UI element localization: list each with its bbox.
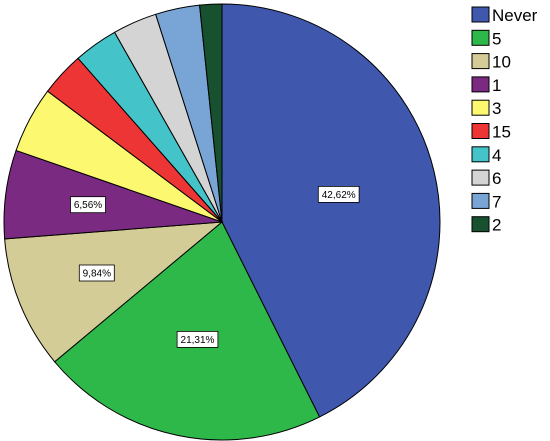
legend-item-10: 10 — [471, 53, 511, 72]
legend-item-6: 6 — [471, 169, 501, 188]
legend-label-never: Never — [492, 6, 538, 25]
legend: Never 5 10 1 3 15 4 6 7 2 — [471, 6, 538, 235]
pie-slice-2 — [199, 3, 223, 223]
data-label-text-5: 21,31% — [181, 335, 215, 346]
data-label-box-never — [317, 185, 360, 203]
legend-swatch-never — [471, 6, 490, 23]
legend-swatch-7 — [471, 192, 490, 209]
legend-item-never: Never — [471, 6, 538, 25]
data-label-never: 42,62% — [317, 185, 360, 203]
pie-slice-never — [221, 3, 441, 418]
legend-swatch-4 — [471, 146, 490, 163]
legend-swatch-5 — [471, 29, 490, 46]
legend-item-15: 15 — [471, 123, 511, 142]
legend-label-6: 6 — [492, 169, 501, 188]
legend-label-2: 2 — [492, 216, 501, 235]
legend-item-3: 3 — [471, 99, 501, 118]
slice-data-labels: 42,62% 21,31% 9,84% 6,56% — [70, 185, 360, 348]
pie-slices — [3, 3, 441, 441]
legend-item-2: 2 — [471, 216, 501, 235]
legend-item-7: 7 — [471, 192, 501, 211]
legend-swatch-6 — [471, 169, 490, 186]
data-label-text-10: 9,84% — [83, 269, 111, 280]
legend-item-1: 1 — [471, 76, 501, 95]
data-label-box-10 — [78, 264, 115, 282]
data-label-box-1 — [70, 196, 106, 214]
legend-label-3: 3 — [492, 99, 501, 118]
legend-label-15: 15 — [492, 123, 511, 142]
data-label-text-1: 6,56% — [74, 200, 102, 211]
legend-item-5: 5 — [471, 29, 501, 48]
legend-label-10: 10 — [492, 53, 511, 72]
pie-slice-5 — [53, 221, 321, 441]
legend-swatch-3 — [471, 99, 490, 116]
legend-label-4: 4 — [492, 146, 501, 165]
data-label-box-5 — [176, 330, 219, 348]
legend-swatch-2 — [471, 216, 490, 233]
legend-swatch-10 — [471, 53, 490, 70]
legend-label-5: 5 — [492, 29, 501, 48]
legend-label-1: 1 — [492, 76, 501, 95]
legend-swatch-15 — [471, 123, 490, 139]
data-label-1: 6,56% — [70, 196, 106, 214]
data-label-5: 21,31% — [176, 330, 219, 348]
pie-slice-10 — [4, 221, 224, 363]
data-label-10: 9,84% — [78, 264, 115, 282]
legend-swatch-1 — [471, 76, 490, 93]
data-label-text-never: 42,62% — [322, 190, 356, 201]
legend-item-4: 4 — [471, 146, 501, 165]
legend-label-7: 7 — [492, 192, 501, 211]
